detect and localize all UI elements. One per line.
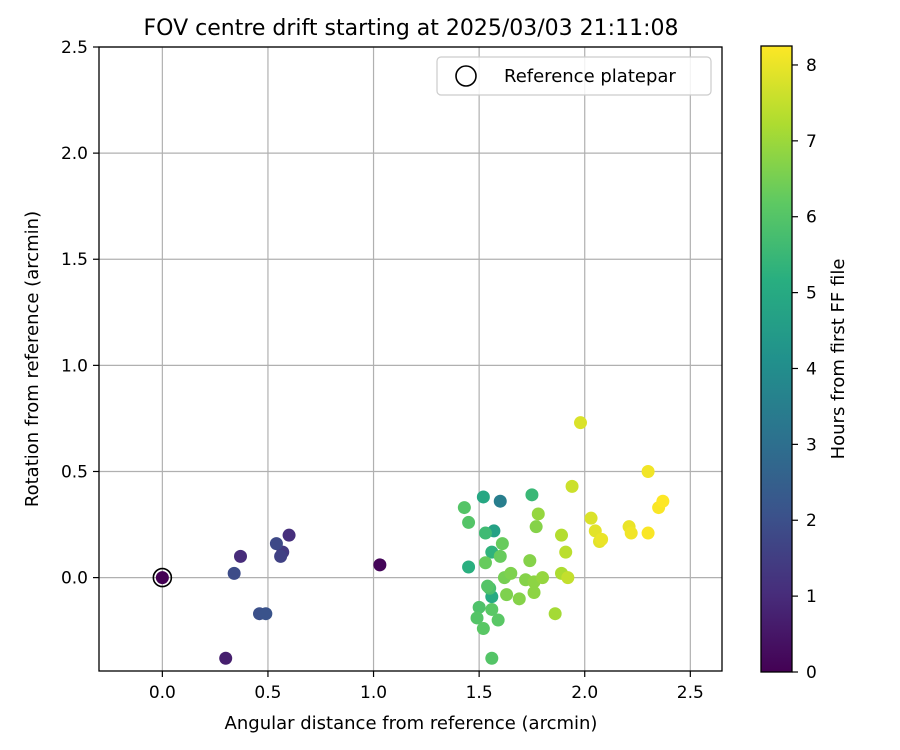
scatter-point — [641, 464, 655, 478]
colorbar-gradient — [760, 45, 793, 673]
scatter-point — [478, 556, 492, 570]
scatter-point — [493, 494, 507, 508]
scatter-point — [282, 528, 296, 542]
scatter-point — [493, 549, 507, 563]
scatter-point — [373, 558, 387, 572]
y-tick-label: 1.0 — [61, 356, 88, 376]
scatter-point — [565, 479, 579, 493]
colorbar-tick-label: 1 — [806, 587, 817, 607]
reference-marker — [152, 567, 173, 588]
colorbar: 0 1 2 3 4 5 6 7 8 Hours from first FF file — [760, 45, 849, 683]
y-tick-label: 0.0 — [61, 569, 88, 589]
legend-label: Reference platepar — [504, 66, 676, 87]
scatter-point — [491, 613, 505, 627]
chart-title: FOV centre drift starting at 2025/03/03 … — [144, 16, 679, 41]
scatter-point — [525, 488, 539, 502]
colorbar-label: Hours from first FF file — [828, 259, 849, 460]
scatter-point — [470, 611, 484, 625]
scatter-point — [624, 526, 638, 540]
scatter-point — [472, 600, 486, 614]
scatter-point — [259, 607, 273, 621]
scatter-point — [535, 571, 549, 585]
scatter-point — [504, 566, 518, 580]
x-axis-ticks: 0.0 0.5 1.0 1.5 2.0 2.5 — [149, 671, 704, 703]
scatter-point — [529, 520, 543, 534]
scatter-point — [462, 515, 476, 529]
scatter-point — [595, 532, 609, 546]
scatter-point — [500, 588, 514, 602]
scatter-points — [155, 416, 670, 665]
scatter-point — [641, 526, 655, 540]
scatter-point — [574, 416, 588, 430]
scatter-point — [476, 622, 490, 636]
legend-box — [436, 56, 712, 96]
colorbar-tick-label: 5 — [806, 284, 817, 304]
y-tick-label: 2.0 — [61, 144, 88, 164]
y-axis-ticks: 0.0 0.5 1.0 1.5 2.0 2.5 — [61, 38, 99, 589]
x-tick-label: 2.0 — [571, 683, 598, 703]
x-tick-label: 0.5 — [254, 683, 281, 703]
plot-area: 0.0 0.5 1.0 1.5 2.0 2.5 0.0 0.5 1.0 1.5 2.0 2.5 — [61, 38, 723, 703]
colorbar-tick-label: 7 — [806, 132, 817, 152]
scatter-point — [584, 511, 598, 525]
x-tick-label: 1.5 — [466, 683, 493, 703]
colorbar-tick-label: 3 — [806, 435, 817, 455]
x-tick-label: 0.0 — [149, 683, 176, 703]
scatter-point — [554, 528, 568, 542]
colorbar-ticks: 0 1 2 3 4 5 6 7 8 — [792, 56, 817, 683]
scatter-point — [656, 494, 670, 508]
scatter-point — [512, 592, 526, 606]
colorbar-tick-label: 0 — [806, 663, 817, 683]
y-tick-label: 1.5 — [61, 250, 88, 270]
scatter-point — [478, 526, 492, 540]
y-tick-label: 2.5 — [61, 38, 88, 58]
scatter-point — [531, 507, 545, 521]
scatter-point — [269, 537, 283, 551]
legend: Reference platepar — [436, 56, 712, 96]
grid — [99, 46, 722, 671]
scatter-point — [485, 602, 499, 616]
x-tick-label: 1.0 — [360, 683, 387, 703]
scatter-point — [481, 579, 495, 593]
scatter-point — [561, 571, 575, 585]
scatter-point — [155, 571, 169, 585]
scatter-point — [485, 651, 499, 665]
colorbar-tick-label: 8 — [806, 56, 817, 76]
scatter-point — [548, 607, 562, 621]
y-tick-label: 0.5 — [61, 462, 88, 482]
scatter-point — [476, 490, 490, 504]
legend-marker-icon — [455, 65, 477, 87]
scatter-point — [462, 560, 476, 574]
y-axis-label: Rotation from reference (arcmin) — [22, 211, 43, 507]
scatter-point — [219, 651, 233, 665]
plot-frame — [98, 46, 723, 672]
colorbar-tick-label: 4 — [806, 359, 817, 379]
scatter-point — [495, 537, 509, 551]
scatter-point — [274, 549, 288, 563]
scatter-point — [523, 554, 537, 568]
scatter-point — [227, 566, 241, 580]
x-tick-label: 2.5 — [677, 683, 704, 703]
scatter-point — [527, 585, 541, 599]
scatter-point — [233, 549, 247, 563]
colorbar-tick-label: 6 — [806, 208, 817, 228]
scatter-point — [457, 501, 471, 515]
scatter-point — [559, 545, 573, 559]
x-axis-label: Angular distance from reference (arcmin) — [225, 713, 598, 734]
colorbar-tick-label: 2 — [806, 511, 817, 531]
